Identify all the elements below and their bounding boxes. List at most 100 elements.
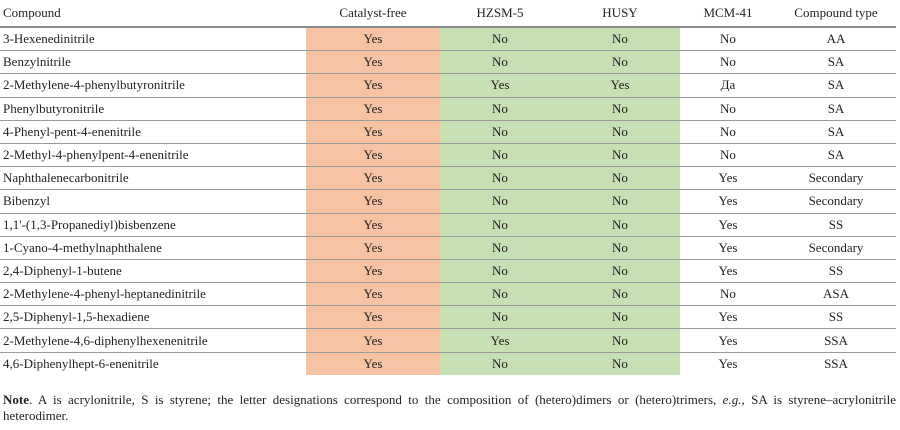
table-row: Bibenzyl Yes No No Yes Secondary	[0, 189, 896, 214]
cell-catalyst-free: Yes	[306, 189, 440, 214]
table-note: Note. A is acrylonitrile, S is styrene; …	[3, 392, 896, 424]
table-row: Naphthalenecarbonitrile Yes No No Yes Seconda…	[0, 166, 896, 191]
cell-hzsm5: No	[440, 143, 560, 168]
header-catalyst-free: Catalyst-free	[306, 0, 440, 28]
cell-mcm41: No	[680, 120, 776, 144]
cell-catalyst-free: Yes	[306, 352, 440, 375]
cell-catalyst-free: Yes	[306, 27, 440, 52]
cell-mcm41: No	[680, 282, 776, 307]
cell-compound-type: SA	[776, 73, 896, 98]
header-husy: HUSY	[560, 0, 680, 28]
cell-catalyst-free: Yes	[306, 50, 440, 75]
cell-mcm41: No	[680, 50, 776, 75]
note-text-end: , SA is styrene–acrylonitrile heterodime…	[3, 392, 897, 423]
table-row: Benzylnitrile Yes No No No SA	[0, 50, 896, 75]
cell-compound: 2-Methylene-4,6-diphenylhexenenitrile	[0, 328, 306, 353]
cell-catalyst-free: Yes	[306, 120, 440, 144]
cell-compound-type: SS	[776, 305, 896, 330]
cell-husy: No	[560, 97, 680, 121]
cell-husy: No	[560, 236, 680, 260]
table-row: 3-Hexenedinitrile Yes No No No AA	[0, 27, 896, 52]
table-row: 1,1'-(1,3-Propanediyl)bisbenzene Yes No No Y…	[0, 213, 896, 237]
cell-compound-type: SS	[776, 259, 896, 284]
cell-hzsm5: No	[440, 166, 560, 191]
table-row: 2,4-Diphenyl-1-butene Yes No No Yes SS	[0, 259, 896, 284]
table-row: 4-Phenyl-pent-4-enenitrile Yes No No No SA	[0, 120, 896, 144]
cell-catalyst-free: Yes	[306, 73, 440, 98]
compound-catalyst-table: Compound Catalyst-free HZSM-5 HUSY MCM-4…	[0, 0, 896, 375]
header-row: Compound Catalyst-free HZSM-5 HUSY MCM-4…	[0, 0, 896, 28]
cell-mcm41: No	[680, 143, 776, 168]
cell-compound: Bibenzyl	[0, 189, 306, 214]
cell-hzsm5: No	[440, 213, 560, 237]
cell-husy: No	[560, 282, 680, 307]
note-text: . A is acrylonitrile, S is styrene; the …	[29, 392, 723, 407]
cell-catalyst-free: Yes	[306, 166, 440, 191]
cell-hzsm5: Yes	[440, 73, 560, 98]
cell-compound: 4,6-Diphenylhept-6-enenitrile	[3, 355, 159, 371]
cell-compound: 4-Phenyl-pent-4-enenitrile	[0, 120, 306, 144]
cell-mcm41: Yes	[680, 166, 776, 191]
cell-compound-type: SSA	[776, 328, 896, 353]
cell-compound-type: AA	[776, 27, 896, 52]
cell-catalyst-free: Yes	[306, 328, 440, 353]
cell-husy: No	[560, 143, 680, 168]
table-row: 4,6-Diphenylhept-6-enenitrile Yes No No Yes S…	[0, 352, 896, 375]
cell-mcm41: Yes	[680, 213, 776, 237]
cell-compound-type: SS	[776, 213, 896, 237]
table-row: 2-Methylene-4-phenyl-heptanedinitrile Yes…	[0, 282, 896, 307]
note-eg: e.g.	[722, 392, 742, 407]
cell-husy: No	[560, 189, 680, 214]
cell-husy: Yes	[560, 73, 680, 98]
cell-hzsm5: No	[440, 282, 560, 307]
cell-hzsm5: No	[440, 50, 560, 75]
cell-mcm41: Да	[680, 73, 776, 98]
cell-hzsm5: No	[440, 236, 560, 260]
cell-hzsm5: No	[440, 305, 560, 330]
cell-compound-type: Secondary	[776, 236, 896, 260]
cell-husy: No	[560, 27, 680, 52]
table-row: 1-Cyano-4-methylnaphthalene Yes No No Yes Sec…	[0, 236, 896, 260]
cell-husy: No	[560, 213, 680, 237]
cell-husy: No	[560, 352, 680, 375]
cell-catalyst-free: Yes	[306, 236, 440, 260]
cell-compound-type: SA	[776, 97, 896, 121]
cell-compound: 2,4-Diphenyl-1-butene	[0, 259, 306, 284]
cell-catalyst-free: Yes	[306, 213, 440, 237]
cell-compound-type: ASA	[776, 282, 896, 307]
cell-compound-type: SA	[776, 120, 896, 144]
cell-compound: 2-Methyl-4-phenylpent-4-enenitrile	[0, 143, 306, 168]
cell-husy: No	[560, 166, 680, 191]
cell-mcm41: Yes	[680, 259, 776, 284]
cell-catalyst-free: Yes	[306, 282, 440, 307]
cell-compound: 2,5-Diphenyl-1,5-hexadiene	[0, 305, 306, 330]
header-compound: Compound	[0, 0, 306, 28]
cell-compound: Naphthalenecarbonitrile	[0, 166, 306, 191]
cell-husy: No	[560, 50, 680, 75]
cell-compound: 3-Hexenedinitrile	[0, 27, 306, 52]
cell-husy: No	[560, 328, 680, 353]
cell-compound: 2-Methylene-4-phenylbutyronitrile	[0, 73, 306, 98]
cell-husy: No	[560, 120, 680, 144]
cell-husy: No	[560, 259, 680, 284]
cell-hzsm5: No	[440, 27, 560, 52]
cell-husy: No	[560, 305, 680, 330]
table-row: 2-Methylene-4-phenylbutyronitrile Yes Yes Y…	[0, 73, 896, 98]
cell-catalyst-free: Yes	[306, 259, 440, 284]
header-compound-type: Compound type	[776, 0, 896, 28]
cell-catalyst-free: Yes	[306, 305, 440, 330]
cell-hzsm5: No	[440, 97, 560, 121]
cell-compound: 1-Cyano-4-methylnaphthalene	[0, 236, 306, 260]
cell-mcm41: Yes	[680, 328, 776, 353]
cell-mcm41: No	[680, 27, 776, 52]
table-row: Phenylbutyronitrile Yes No No No SA	[0, 97, 896, 121]
cell-compound-type: Secondary	[776, 189, 896, 214]
cell-compound-type: SSA	[824, 355, 848, 371]
table-row: 2-Methylene-4,6-diphenylhexenenitrile Yes…	[0, 328, 896, 353]
cell-compound: Benzylnitrile	[0, 50, 306, 75]
cell-hzsm5: No	[440, 259, 560, 284]
header-mcm41: MCM-41	[680, 0, 776, 28]
cell-compound: 1,1'-(1,3-Propanediyl)bisbenzene	[0, 213, 306, 237]
cell-compound-type: SA	[776, 50, 896, 75]
